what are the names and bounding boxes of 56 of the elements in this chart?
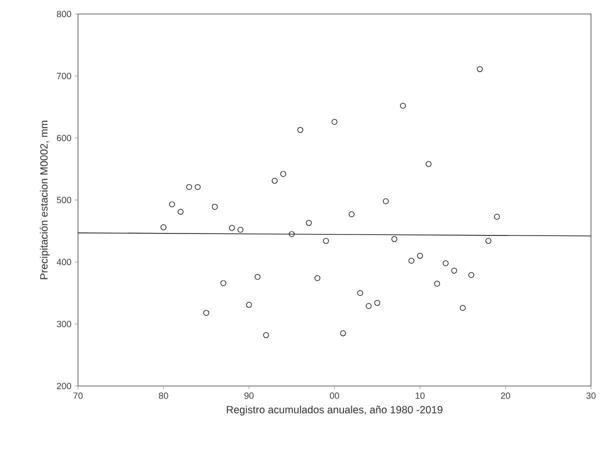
point xyxy=(434,280,440,287)
point xyxy=(426,161,432,167)
y-tick-label: 200 xyxy=(56,382,72,390)
point xyxy=(272,178,278,184)
point xyxy=(332,118,338,125)
point xyxy=(382,198,389,204)
point xyxy=(238,226,244,233)
point xyxy=(220,280,226,286)
y-tick-label: 300 xyxy=(56,320,72,328)
x-tick-label: 70 xyxy=(73,392,83,399)
point xyxy=(323,238,329,244)
point xyxy=(476,66,483,72)
point xyxy=(194,184,201,190)
point xyxy=(391,236,398,242)
point xyxy=(460,304,466,311)
x-tick-label: 30 xyxy=(586,392,596,399)
point xyxy=(417,252,423,259)
y-tick-label: 800 xyxy=(56,10,72,18)
point xyxy=(186,184,192,190)
point xyxy=(408,258,414,264)
point xyxy=(263,332,269,338)
point xyxy=(468,272,474,278)
point xyxy=(400,102,406,109)
point xyxy=(203,310,210,316)
x-tick-label: 10 xyxy=(416,392,425,399)
point xyxy=(254,274,260,280)
x-tick-label: 20 xyxy=(500,392,510,399)
point xyxy=(169,201,175,208)
y-axis-title: Precipitación estacion M0002, mm xyxy=(40,120,50,280)
point xyxy=(374,300,380,306)
point xyxy=(451,268,458,274)
point xyxy=(297,127,304,133)
point xyxy=(494,214,500,220)
point xyxy=(288,231,295,237)
x-axis-title: Registro acumulados anuales, año 1980 -2019 xyxy=(226,406,442,416)
y-tick-label: 500 xyxy=(56,196,72,204)
y-tick-label: 700 xyxy=(56,72,72,80)
point xyxy=(340,330,346,336)
point xyxy=(280,171,286,177)
x-tick-label: 90 xyxy=(244,392,254,399)
point xyxy=(160,224,166,230)
point xyxy=(366,303,372,309)
y-tick-label: 600 xyxy=(56,134,72,142)
point xyxy=(246,302,252,308)
point xyxy=(306,220,312,226)
point xyxy=(212,204,218,210)
point xyxy=(314,275,320,282)
point xyxy=(357,290,364,296)
point xyxy=(442,260,449,266)
y-tick-label: 400 xyxy=(56,258,72,266)
point xyxy=(229,225,235,231)
x-tick-label: 80 xyxy=(158,392,168,399)
point xyxy=(178,208,184,215)
point xyxy=(486,238,492,244)
x-tick-label: 00 xyxy=(330,392,340,399)
point xyxy=(348,211,354,218)
